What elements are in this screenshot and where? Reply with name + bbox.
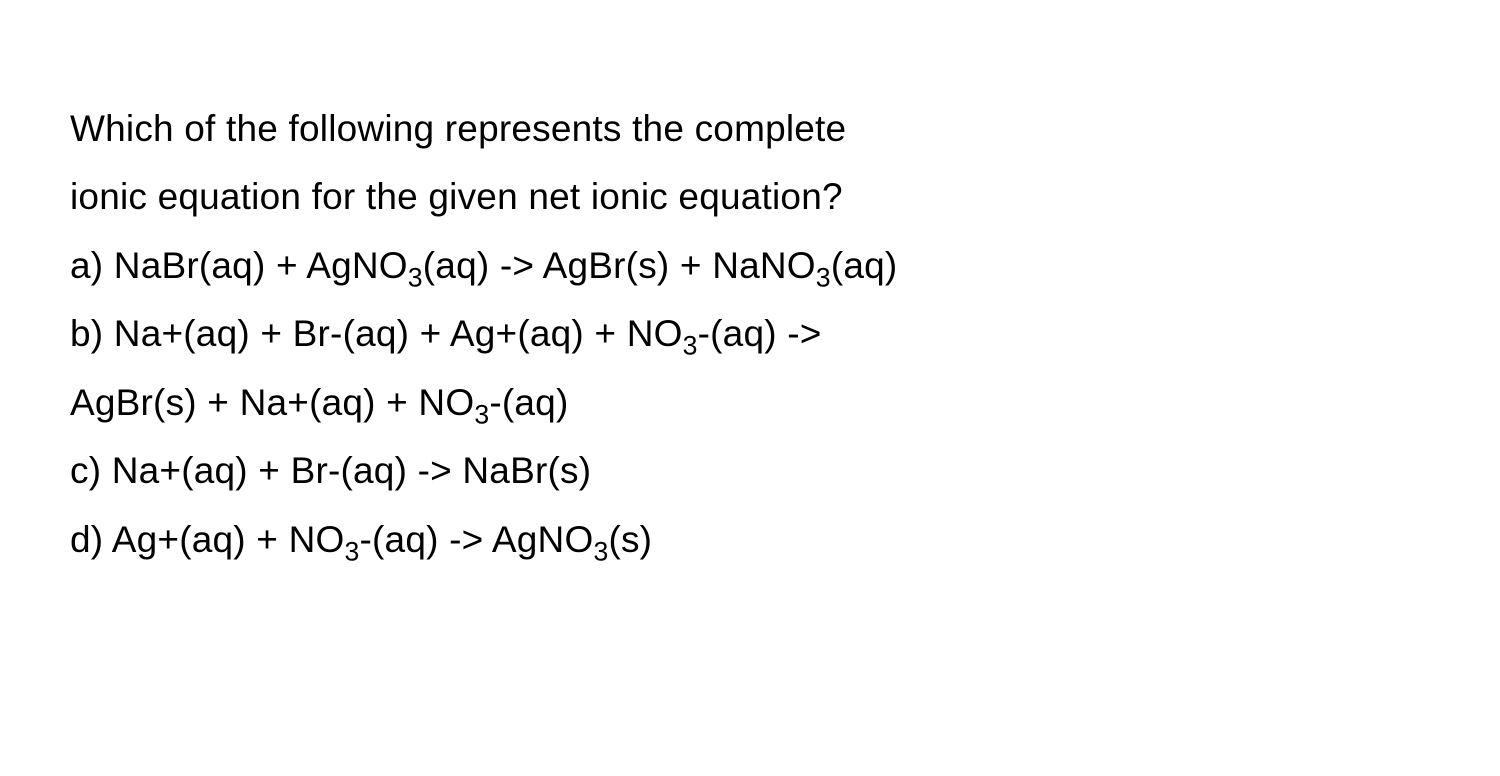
option-d-text-3: (s): [608, 519, 652, 560]
option-d-label: d): [70, 519, 112, 560]
option-b-text-1: Na+(aq) + Br-(aq) + Ag+(aq) + NO: [114, 313, 683, 354]
option-a-sub-1: 3: [408, 262, 423, 292]
question-prompt-line-1: Which of the following represents the co…: [70, 95, 1430, 163]
option-b-text-3: AgBr(s) + Na+(aq) + NO: [70, 382, 474, 423]
option-a-text-1: NaBr(aq) + AgNO: [114, 245, 408, 286]
option-c-text: Na+(aq) + Br-(aq) -> NaBr(s): [112, 450, 592, 491]
option-a-sub-2: 3: [816, 262, 831, 292]
option-a-label: a): [70, 245, 114, 286]
option-b-line-2: AgBr(s) + Na+(aq) + NO3-(aq): [70, 369, 1430, 437]
question-prompt-line-2: ionic equation for the given net ionic e…: [70, 163, 1430, 231]
option-b-text-2: -(aq) ->: [698, 313, 822, 354]
option-d-sub-1: 3: [344, 536, 359, 566]
option-c-label: c): [70, 450, 112, 491]
option-b-label: b): [70, 313, 114, 354]
option-b-text-4: -(aq): [489, 382, 568, 423]
option-d-text-1: Ag+(aq) + NO: [112, 519, 345, 560]
option-d: d) Ag+(aq) + NO3-(aq) -> AgNO3(s): [70, 506, 1430, 574]
question-container: Which of the following represents the co…: [70, 95, 1430, 574]
option-a-text-2: (aq) -> AgBr(s) + NaNO: [423, 245, 816, 286]
option-b-line-1: b) Na+(aq) + Br-(aq) + Ag+(aq) + NO3-(aq…: [70, 300, 1430, 368]
option-b-sub-2: 3: [474, 399, 489, 429]
option-c: c) Na+(aq) + Br-(aq) -> NaBr(s): [70, 437, 1430, 505]
option-a-text-3: (aq): [831, 245, 898, 286]
option-d-sub-2: 3: [593, 536, 608, 566]
option-d-text-2: -(aq) -> AgNO: [360, 519, 594, 560]
option-a: a) NaBr(aq) + AgNO3(aq) -> AgBr(s) + NaN…: [70, 232, 1430, 300]
option-b-sub-1: 3: [683, 331, 698, 361]
